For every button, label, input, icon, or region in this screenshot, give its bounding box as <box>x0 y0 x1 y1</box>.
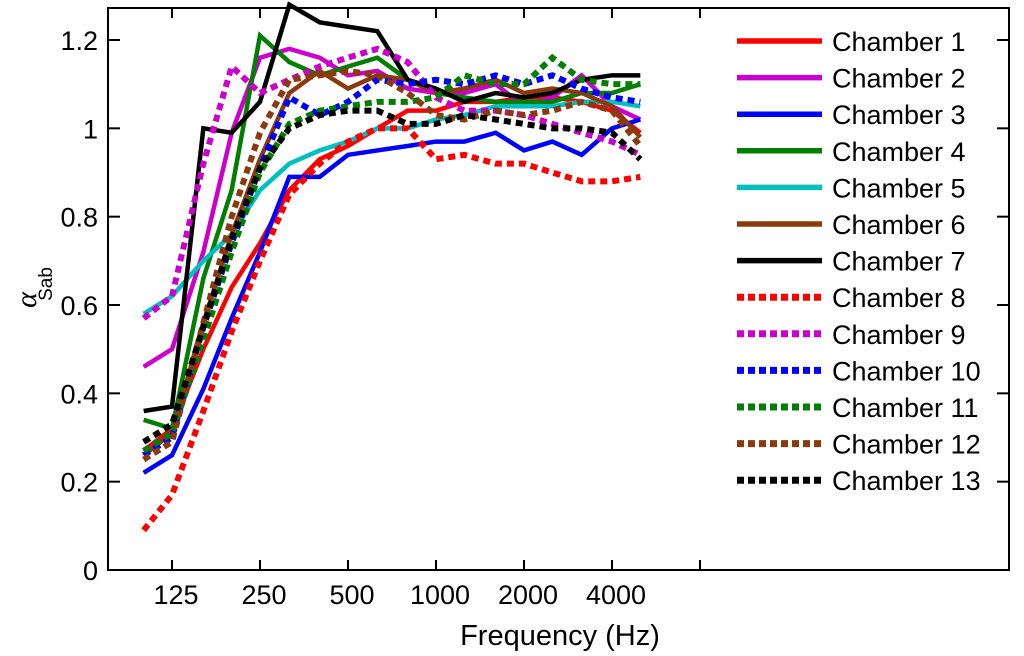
series-layer <box>141 1 643 533</box>
x-axis-title: Frequency (Hz) <box>460 620 660 652</box>
axis-box <box>107 7 1010 571</box>
x-tick-label-500: 500 <box>329 580 374 610</box>
x-tick-label-2000: 2000 <box>498 580 558 610</box>
legend-label-chamber-10: Chamber 10 <box>832 356 981 386</box>
series-line-chamber-12 <box>142 67 643 463</box>
y-axis-ticks <box>108 39 1009 571</box>
y-tick-label-0: 0 <box>83 556 98 586</box>
legend-label-chamber-3: Chamber 3 <box>832 100 966 130</box>
series-line-chamber-7 <box>143 1 641 414</box>
legend-label-chamber-5: Chamber 5 <box>832 173 966 203</box>
series-line-chamber-11 <box>142 53 641 454</box>
x-axis-ticks <box>171 8 701 570</box>
legend-label-chamber-4: Chamber 4 <box>832 137 966 167</box>
legend-label-chamber-11: Chamber 11 <box>832 393 979 423</box>
x-axis-tick-labels: 125 250 500 1000 2000 4000 <box>153 580 646 610</box>
x-tick-label-250: 250 <box>241 580 286 610</box>
y-axis-title: α Sab <box>10 267 57 308</box>
y-tick-label-0.8: 0.8 <box>60 203 98 233</box>
legend-label-chamber-13: Chamber 13 <box>832 466 981 496</box>
legend-label-chamber-1: Chamber 1 <box>832 27 966 57</box>
legend-label-chamber-7: Chamber 7 <box>832 247 966 277</box>
chart-legend: Chamber 1 Chamber 2 Chamber 3 Chamber 4 Cham… <box>737 27 981 496</box>
y-tick-label-1.2: 1.2 <box>60 26 98 56</box>
y-axis-title-subscript: Sab <box>36 267 57 301</box>
y-tick-label-0.4: 0.4 <box>60 379 98 409</box>
legend-label-chamber-12: Chamber 12 <box>832 430 981 460</box>
y-axis-title-alpha: α <box>10 291 43 308</box>
y-tick-label-0.2: 0.2 <box>60 468 98 498</box>
y-tick-label-0.6: 0.6 <box>60 291 98 321</box>
x-tick-label-1000: 1000 <box>410 580 470 610</box>
series-line-chamber-13 <box>142 107 643 445</box>
x-tick-label-4000: 4000 <box>586 580 646 610</box>
y-axis-tick-labels: 0 0.2 0.4 0.6 0.8 1 1.2 <box>60 26 98 586</box>
legend-label-chamber-9: Chamber 9 <box>832 320 966 350</box>
series-line-chamber-4 <box>142 31 641 432</box>
x-tick-label-125: 125 <box>153 580 198 610</box>
legend-label-chamber-6: Chamber 6 <box>832 210 966 240</box>
legend-label-chamber-8: Chamber 8 <box>832 283 966 313</box>
series-line-chamber-3 <box>142 117 641 475</box>
series-line-chamber-8 <box>141 125 641 533</box>
y-tick-label-1: 1 <box>83 114 98 144</box>
legend-label-chamber-2: Chamber 2 <box>832 64 966 94</box>
